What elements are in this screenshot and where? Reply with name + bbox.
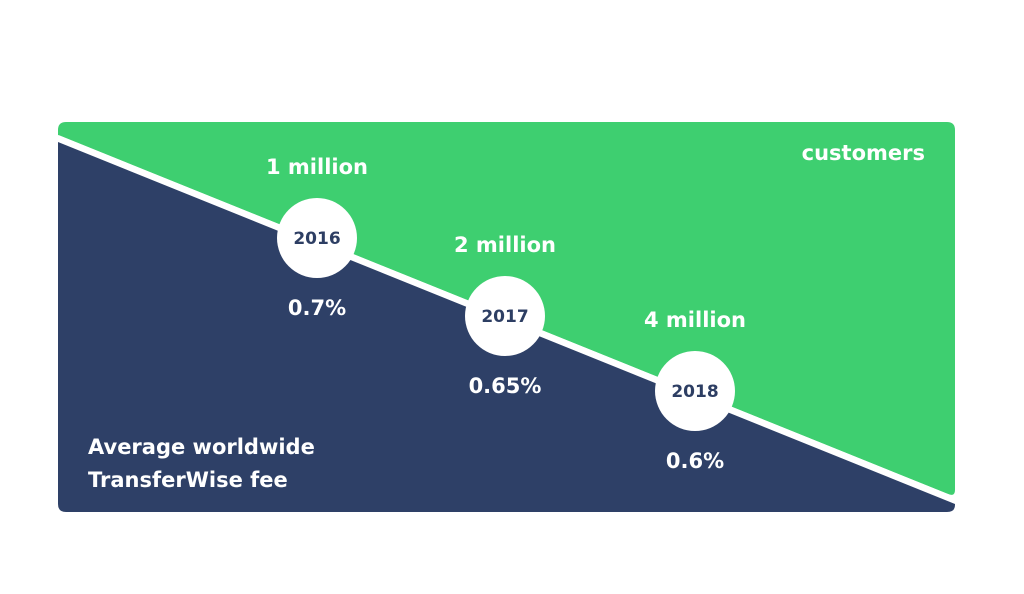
year-badge <box>465 276 545 356</box>
year-badge <box>277 198 357 278</box>
customer-count: 2 million <box>454 233 556 257</box>
top-label: customers <box>802 141 925 165</box>
customer-count: 1 million <box>266 155 368 179</box>
year-badge <box>655 351 735 431</box>
fee: 0.6% <box>666 449 724 473</box>
bottom-label: TransferWise fee <box>88 468 288 492</box>
year: 2016 <box>293 229 340 249</box>
fee: 0.7% <box>288 296 346 320</box>
year: 2018 <box>671 382 718 402</box>
fee: 0.65% <box>469 374 542 398</box>
bottom-label: Average worldwide <box>88 435 315 459</box>
year: 2017 <box>481 307 528 327</box>
customer-count: 4 million <box>644 308 746 332</box>
